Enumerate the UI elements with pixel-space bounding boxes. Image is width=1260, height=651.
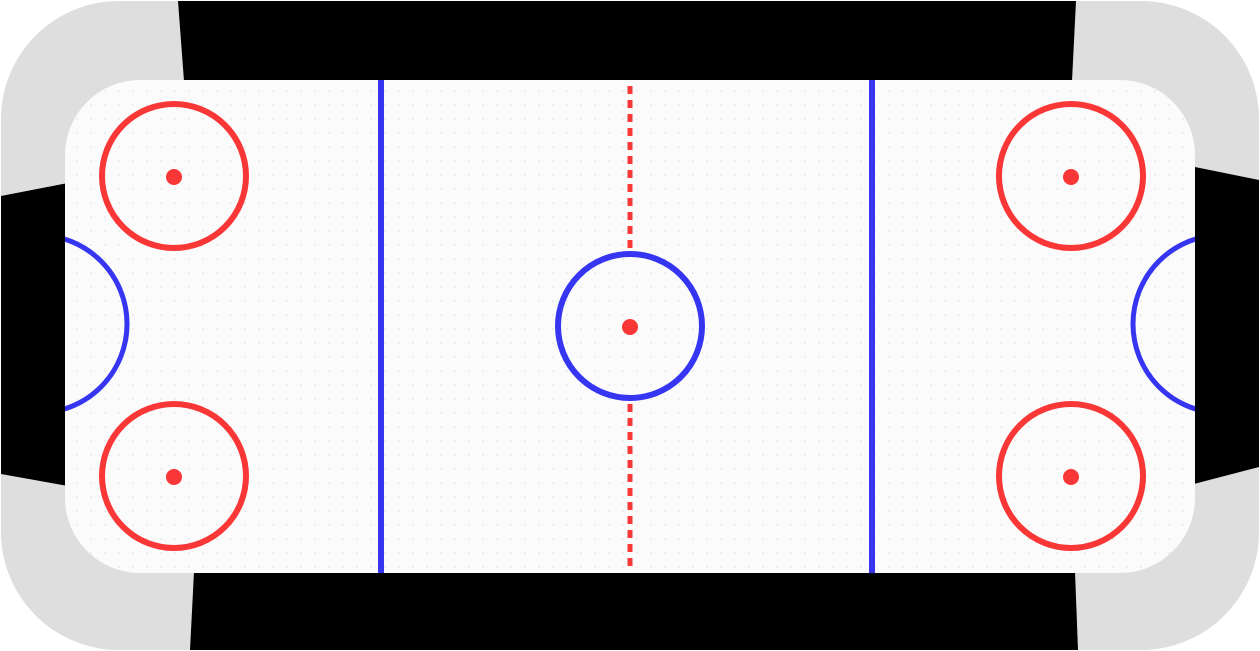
left-goal-crease [65, 232, 130, 416]
bottom-wall [190, 572, 1078, 650]
faceoff-circle-top-right [996, 101, 1146, 251]
center-faceoff-dot [622, 319, 638, 335]
left-wall [1, 183, 68, 486]
right-goal-crease [1130, 232, 1195, 416]
faceoff-dot-top-right [1063, 169, 1079, 185]
center-circle [555, 251, 705, 401]
faceoff-circle-bottom-left [99, 401, 249, 551]
faceoff-dot-bottom-right [1063, 469, 1079, 485]
top-wall [178, 1, 1076, 81]
faceoff-dot-top-left [166, 169, 182, 185]
faceoff-circle-bottom-right [996, 401, 1146, 551]
right-wall [1190, 166, 1259, 485]
faceoff-circle-top-left [99, 101, 249, 251]
faceoff-dot-bottom-left [166, 469, 182, 485]
